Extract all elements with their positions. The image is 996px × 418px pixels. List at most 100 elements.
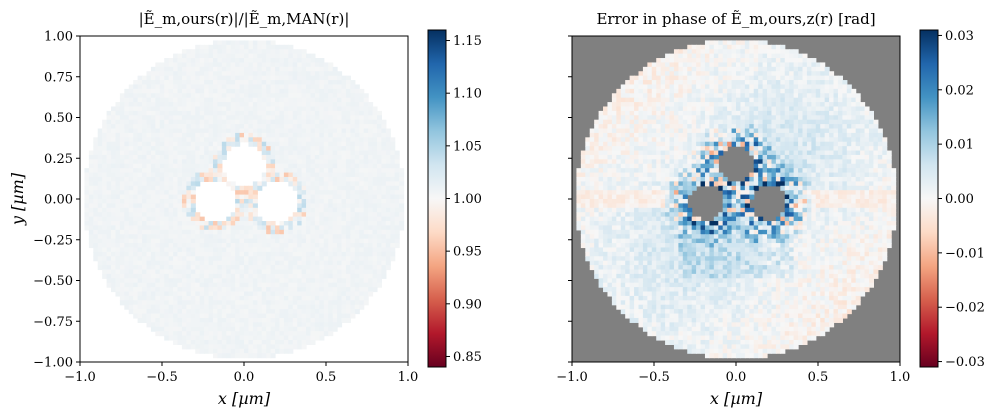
heatmap-cell (611, 115, 617, 121)
heatmap-cell (270, 326, 276, 332)
heatmap-cell (226, 106, 232, 112)
heatmap-cell (301, 124, 307, 130)
heatmap-cell (860, 106, 866, 112)
heatmap-cell (314, 137, 320, 143)
heatmap-cell (199, 176, 205, 182)
heatmap-cell (758, 71, 764, 77)
heatmap-cell (749, 71, 755, 77)
heatmap-cell (283, 154, 289, 160)
heatmap-cell (217, 309, 223, 315)
heatmap-cell (292, 71, 298, 77)
heatmap-cell (731, 110, 737, 116)
heatmap-cell (142, 137, 148, 143)
heatmap-cell (252, 339, 258, 345)
heatmap-cell (744, 110, 750, 116)
heatmap-cell (297, 124, 303, 130)
heatmap-cell (119, 115, 125, 121)
heatmap-cell (283, 331, 289, 337)
heatmap-cell (204, 317, 210, 323)
heatmap-cell (173, 185, 179, 191)
heatmap-cell (399, 221, 405, 227)
heatmap-cell (855, 115, 861, 121)
heatmap-cell (337, 256, 343, 262)
heatmap-cell (186, 124, 192, 130)
heatmap-cell (137, 265, 143, 271)
heatmap-cell (164, 124, 170, 130)
heatmap-cell (310, 71, 316, 77)
heatmap-cell (288, 141, 294, 147)
heatmap-cell (195, 251, 201, 257)
heatmap-cell (345, 159, 351, 165)
heatmap-cell (133, 278, 139, 284)
heatmap-cell (736, 40, 742, 46)
heatmap-cell (261, 124, 267, 130)
heatmap-cell (297, 247, 303, 253)
heatmap-cell (332, 102, 338, 108)
heatmap-cell (244, 66, 250, 72)
heatmap-cell (199, 229, 205, 235)
heatmap-cell (359, 234, 365, 240)
heatmap-cell (767, 75, 773, 81)
heatmap-cell (150, 260, 156, 266)
heatmap-cell (279, 62, 285, 68)
heatmap-cell (385, 229, 391, 235)
heatmap-cell (620, 93, 626, 99)
heatmap-cell (168, 154, 174, 160)
heatmap-cell (106, 225, 112, 231)
heatmap-cell (363, 291, 369, 297)
heatmap-cell (279, 243, 285, 249)
heatmap-cell (660, 80, 666, 86)
heatmap-cell (226, 66, 232, 72)
heatmap-cell (829, 71, 835, 77)
heatmap-cell (598, 110, 604, 116)
heatmap-cell (266, 93, 272, 99)
heatmap-cell (248, 278, 254, 284)
heatmap-cell (115, 291, 121, 297)
heatmap-cell (226, 260, 232, 266)
heatmap-cell (279, 300, 285, 306)
heatmap-cell (762, 53, 768, 59)
heatmap-cell (181, 80, 187, 86)
heatmap-cell (323, 287, 329, 293)
heatmap-cell (248, 295, 254, 301)
heatmap-cell (394, 150, 400, 156)
heatmap-cell (221, 260, 227, 266)
heatmap-cell (656, 66, 662, 72)
heatmap-cell (771, 124, 777, 130)
heatmap-cell (319, 172, 325, 178)
heatmap-cell (248, 212, 254, 218)
heatmap-cell (159, 168, 165, 174)
heatmap-cell (868, 119, 874, 125)
heatmap-cell (762, 80, 768, 86)
heatmap-cell (226, 110, 232, 116)
heatmap-cell (142, 304, 148, 310)
heatmap-cell (244, 124, 250, 130)
heatmap-cell (642, 115, 648, 121)
heatmap-cell (345, 278, 351, 284)
heatmap-cell (266, 141, 272, 147)
heatmap-cell (221, 119, 227, 125)
heatmap-cell (350, 97, 356, 103)
heatmap-cell (248, 106, 254, 112)
heatmap-cell (275, 150, 281, 156)
heatmap-cell (744, 128, 750, 134)
heatmap-cell (642, 132, 648, 138)
heatmap-cell (195, 269, 201, 275)
heatmap-cell (133, 163, 139, 169)
heatmap-cell (328, 295, 334, 301)
heatmap-cell (248, 199, 254, 205)
heatmap-cell (111, 110, 117, 116)
heatmap-cell (328, 326, 334, 332)
heatmap-cell (372, 132, 378, 138)
heatmap-cell (691, 53, 697, 59)
heatmap-cell (682, 58, 688, 64)
heatmap-cell (199, 326, 205, 332)
heatmap-cell (802, 128, 808, 134)
heatmap-cell (177, 212, 183, 218)
heatmap-cell (97, 141, 103, 147)
heatmap-cell (368, 154, 374, 160)
heatmap-cell (789, 84, 795, 90)
heatmap-cell (261, 71, 267, 77)
heatmap-cell (190, 132, 196, 138)
heatmap-cell (328, 71, 334, 77)
